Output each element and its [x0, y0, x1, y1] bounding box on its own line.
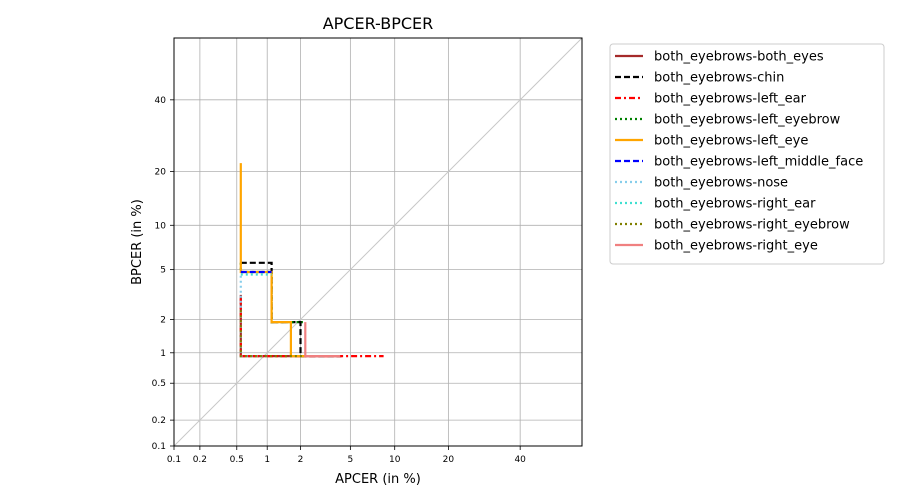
plot-frame [173, 37, 583, 447]
legend-label: both_eyebrows-right_ear [654, 197, 816, 212]
legend-label: both_eyebrows-both_eyes [654, 50, 824, 65]
legend-label: both_eyebrows-left_eye [654, 134, 808, 149]
y-axis-ticks: 0.1 0.2 0.5 1 2 5 10 20 40 [152, 96, 174, 452]
y-tick-label: 2 [160, 316, 166, 326]
y-tick-label: 20 [155, 168, 167, 178]
legend-label: both_eyebrows-right_eyebrow [654, 218, 850, 233]
x-tick-label: 40 [514, 455, 526, 465]
x-tick-label: 2 [298, 455, 304, 465]
y-axis-label: BPCER (in %) [130, 199, 145, 285]
legend-label: both_eyebrows-nose [654, 176, 788, 191]
legend-label: both_eyebrows-left_ear [654, 92, 807, 107]
y-tick-label: 40 [155, 96, 167, 106]
legend-label: both_eyebrows-left_eyebrow [654, 113, 841, 128]
plot-series [239, 163, 384, 358]
series-line-both_eyebrows-right_eye [304, 322, 341, 358]
x-tick-label: 1 [264, 455, 270, 465]
x-tick-label: 5 [348, 455, 354, 465]
y-tick-label: 0.1 [152, 442, 166, 452]
y-tick-label: 10 [155, 221, 167, 231]
legend-label: both_eyebrows-chin [654, 71, 784, 86]
x-tick-label: 20 [443, 455, 455, 465]
legend-label: both_eyebrows-left_middle_face [654, 155, 863, 170]
legend-box [609, 43, 885, 265]
y-tick-label: 5 [160, 266, 166, 276]
x-axis-label: APCER (in %) [335, 472, 421, 487]
chart-title: APCER-BPCER [323, 14, 434, 33]
x-tick-label: 0.2 [193, 455, 207, 465]
x-axis-ticks: 0.1 0.2 0.5 1 2 5 10 20 40 [167, 446, 526, 465]
y-tick-label: 1 [160, 349, 166, 359]
series-line-both_eyebrows-right_eyebrow [239, 310, 303, 358]
diagonal-reference-line [173, 37, 583, 447]
x-tick-label: 0.5 [230, 455, 244, 465]
y-tick-label: 0.5 [152, 379, 166, 389]
x-tick-label: 10 [389, 455, 401, 465]
legend-label: both_eyebrows-right_eye [654, 239, 818, 254]
legend: both_eyebrows-both_eyes both_eyebrows-chi… [609, 43, 885, 265]
x-tick-label: 0.1 [167, 455, 181, 465]
y-tick-label: 0.2 [152, 416, 166, 426]
